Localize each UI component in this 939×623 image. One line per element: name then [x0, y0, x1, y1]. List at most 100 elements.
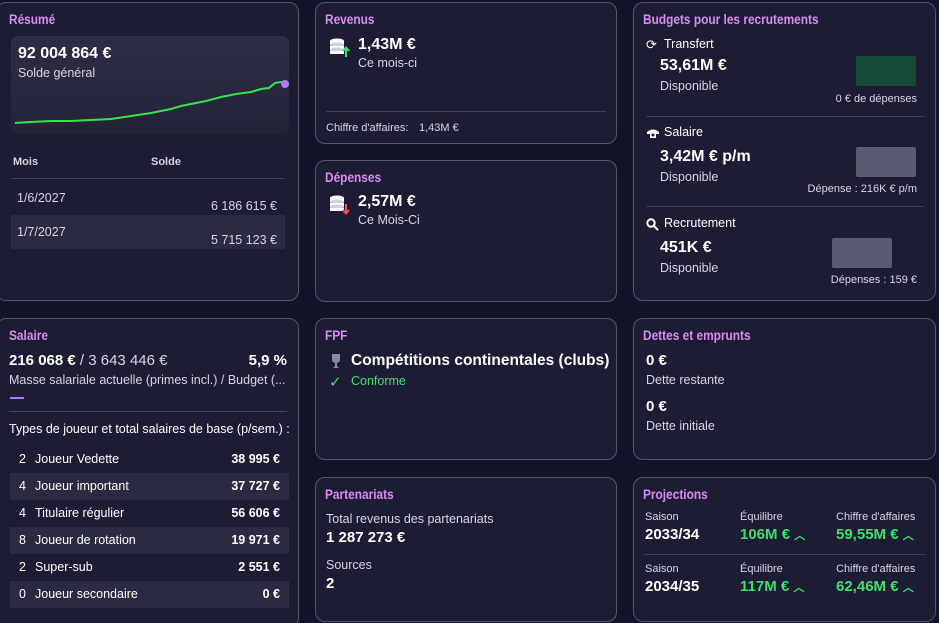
budget-status: Disponible	[660, 170, 719, 184]
table-row[interactable]: 2 Joueur Vedette 38 995 €	[10, 446, 289, 473]
fpf-card[interactable]: FPF Compétitions continentales (clubs) ✓…	[315, 318, 617, 460]
table-header-month: Mois	[13, 156, 39, 168]
refresh-icon: ⟳	[646, 37, 657, 52]
budget-label: Recrutement	[664, 216, 736, 230]
depenses-title: Dépenses	[325, 170, 382, 185]
player-type: Joueur important	[35, 479, 129, 493]
table-header-balance: Solde	[151, 156, 181, 168]
budget-amount: 451K €	[660, 239, 712, 256]
ca-label: Chiffre d'affaires:	[326, 122, 409, 134]
dettes-card[interactable]: Dettes et emprunts 0 € Dette restante 0 …	[633, 318, 936, 460]
budget-amount: 3,42M € p/m	[660, 148, 751, 165]
row-balance: 6 186 615 €	[210, 199, 277, 213]
budget-note: 0 € de dépenses	[835, 93, 917, 105]
revenus-amount: 1,43M €	[358, 36, 416, 53]
table-row[interactable]: 1/7/2027 5 715 123 €	[11, 215, 285, 249]
salaire-title: Salaire	[9, 328, 48, 343]
budget-amount: 53,61M €	[660, 57, 727, 74]
projection-balance: 106M € ︿	[740, 526, 805, 543]
fpf-status: Conforme	[351, 374, 406, 388]
search-icon	[646, 218, 659, 231]
projection-balance-value: 106M €	[740, 526, 791, 543]
player-salary: 19 971 €	[231, 533, 280, 547]
ca-value: 1,43M €	[419, 122, 459, 134]
budget-label: Transfert	[664, 37, 714, 51]
player-type: Joueur de rotation	[35, 533, 136, 547]
player-salary: 2 551 €	[238, 560, 280, 574]
player-count: 4	[19, 506, 26, 520]
salary-budget: / 3 643 446 €	[79, 352, 168, 369]
player-count: 0	[19, 587, 26, 601]
budget-transfert[interactable]: ⟳ Transfert 53,61M € Disponible 0 € de d…	[634, 31, 935, 113]
player-salary: 38 995 €	[231, 452, 280, 466]
budget-swatch	[832, 238, 892, 268]
coins-up-icon	[330, 38, 350, 57]
revenus-title: Revenus	[325, 12, 375, 27]
table-row[interactable]: 4 Joueur important 37 727 €	[10, 473, 289, 500]
debt-initial-label: Dette initiale	[646, 419, 715, 433]
competition-name: Compétitions continentales (clubs)	[351, 352, 610, 369]
projection-revenue-value: 59,55M €	[836, 526, 899, 543]
depenses-card[interactable]: Dépenses 2,57M € Ce Mois-Ci	[315, 160, 617, 302]
trophy-icon	[332, 354, 340, 368]
salary-current: 216 068 €	[9, 352, 76, 369]
col-revenue-label: Chiffre d'affaires	[836, 563, 916, 575]
table-row[interactable]: 1/6/2027 6 186 615 €	[11, 181, 285, 215]
balance-sparkline	[14, 80, 289, 124]
salaire-card: Salaire 216 068 € / 3 643 446 € 5,9 % Ma…	[0, 318, 299, 623]
projection-revenue: 62,46M € ︿	[836, 578, 914, 595]
debt-initial-value: 0 €	[646, 398, 667, 415]
chevron-up-icon: ︿	[794, 530, 806, 542]
table-row[interactable]: 8 Joueur de rotation 19 971 €	[10, 527, 289, 554]
player-count: 2	[19, 560, 26, 574]
coins-down-icon	[330, 195, 350, 216]
player-type: Super-sub	[35, 560, 93, 574]
row-balance: 5 715 123 €	[210, 233, 277, 247]
chevron-up-icon: ︿	[902, 582, 914, 594]
projection-balance-value: 117M €	[740, 578, 790, 595]
projection-season: 2033/34	[645, 526, 700, 543]
col-revenue-label: Chiffre d'affaires	[836, 511, 916, 523]
salary-progress-bar	[10, 397, 24, 399]
revenus-card[interactable]: Revenus 1,43M € Ce mois-ci Chiffre d'aff…	[315, 2, 617, 144]
table-row[interactable]: 0 Joueur secondaire 0 €	[10, 581, 289, 608]
budgets-title: Budgets pour les recrutements	[643, 12, 819, 27]
balance-summary[interactable]: 92 004 864 € Solde général	[11, 36, 289, 134]
col-season-label: Saison	[645, 563, 679, 575]
salary-caption: Masse salariale actuelle (primes incl.) …	[9, 373, 286, 387]
budget-label: Salaire	[664, 125, 703, 139]
budget-recrutement[interactable]: Recrutement 451K € Disponible Dépenses :…	[634, 211, 935, 293]
player-salary: 37 727 €	[231, 479, 280, 493]
whistle-icon	[647, 129, 659, 138]
revenus-period: Ce mois-ci	[358, 56, 418, 70]
fpf-title: FPF	[325, 328, 348, 343]
player-type: Joueur Vedette	[35, 452, 120, 466]
player-type: Joueur secondaire	[35, 587, 138, 601]
col-balance-label: Équilibre	[740, 563, 783, 575]
dettes-title: Dettes et emprunts	[643, 328, 751, 343]
player-count: 4	[19, 479, 26, 493]
budget-salaire[interactable]: Salaire 3,42M € p/m Disponible Dépense :…	[634, 120, 935, 202]
budget-status: Disponible	[660, 79, 719, 93]
projection-season: 2034/35	[645, 578, 700, 595]
projections-title: Projections	[643, 487, 708, 502]
col-season-label: Saison	[645, 511, 679, 523]
budget-note: Dépense : 216K € p/m	[807, 183, 917, 195]
player-salary: 0 €	[262, 587, 280, 601]
player-count: 2	[19, 452, 26, 466]
budget-swatch	[856, 56, 916, 86]
resume-card: Résumé 92 004 864 € Solde général Mois S…	[0, 2, 299, 301]
projection-revenue-value: 62,46M €	[836, 578, 899, 595]
debt-remaining-value: 0 €	[646, 352, 667, 369]
partner-total-label: Total revenus des partenariats	[326, 512, 494, 526]
total-balance-label: Solde général	[18, 66, 96, 80]
row-month: 1/7/2027	[17, 225, 66, 239]
partenariats-card[interactable]: Partenariats Total revenus des partenari…	[315, 477, 617, 622]
table-row[interactable]: 4 Titulaire régulier 56 606 €	[10, 500, 289, 527]
projections-card[interactable]: Projections Saison Équilibre Chiffre d'a…	[633, 477, 936, 622]
budget-swatch	[856, 147, 916, 177]
salary-ratio: 216 068 € / 3 643 446 €	[9, 352, 167, 369]
col-balance-label: Équilibre	[740, 511, 783, 523]
budget-status: Disponible	[660, 261, 719, 275]
table-row[interactable]: 2 Super-sub 2 551 €	[10, 554, 289, 581]
